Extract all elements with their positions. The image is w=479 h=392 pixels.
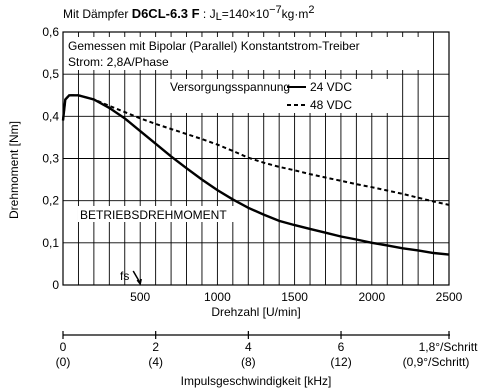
fs-arrow	[132, 270, 142, 286]
y-tick-label: 0,1	[42, 236, 59, 250]
fs-marker: fs	[120, 269, 142, 286]
y-tick-label: 0,5	[42, 67, 59, 81]
x-tick-label: 2000	[358, 290, 385, 304]
secondary-tick-label: 6	[338, 340, 345, 354]
region-label-background	[78, 206, 240, 222]
annotation-driver: Gemessen mit Bipolar (Parallel) Konstant…	[68, 39, 360, 53]
legend-title: Versorgungsspannung	[170, 80, 290, 94]
series-layer	[61, 94, 450, 256]
secondary-axis-end-sublabel: (0,9°/Schritt)	[403, 355, 470, 369]
y-tick-label: 0	[52, 278, 59, 292]
y-tick-label: 0,2	[42, 194, 59, 208]
secondary-tick-label: 4	[245, 340, 252, 354]
secondary-tick-sublabel: (0)	[56, 355, 71, 369]
y-tick-label: 0,3	[42, 152, 59, 166]
chart-grid	[63, 32, 449, 285]
secondary-axis-end-label: 1,8°/Schritt	[419, 340, 478, 354]
annotation-background	[66, 37, 420, 70]
annotation-operating-torque: BETRIEBSDREHMOMENT	[80, 208, 227, 222]
secondary-axis-ticks: 0(0) 2(4) 4(8) 6(12)	[56, 331, 450, 369]
secondary-axis: 0(0) 2(4) 4(8) 6(12) 1,8°/Schritt (0,9°/Sch…	[56, 331, 478, 388]
series-line-24-vdc	[61, 94, 450, 256]
legend-entry-48vdc: 48 VDC	[310, 98, 352, 112]
chart-header: Mit Dämpfer D6CL-6.3 F : JL=140×10−7kg·m…	[63, 4, 314, 23]
x-tick-label: 2500	[436, 290, 463, 304]
x-tick-label: 500	[130, 290, 150, 304]
series-line-48-vdc	[62, 94, 450, 206]
legend-background	[168, 79, 402, 113]
legend-entry-24vdc: 24 VDC	[310, 80, 352, 94]
x-tick-label: 1500	[281, 290, 308, 304]
x-axis-title: Drehzahl [U/min]	[211, 305, 300, 319]
fs-label: fs	[120, 269, 129, 283]
y-axis-title: Drehmoment [Nm]	[7, 121, 21, 219]
legend: Versorgungsspannung 24 VDC 48 VDC	[170, 80, 352, 112]
annotation-current: Strom: 2,8A/Phase	[68, 55, 169, 69]
y-tick-label: 0,4	[42, 109, 59, 123]
x-axis-ticks: 500 1000 1500 2000 2500	[130, 290, 462, 304]
y-axis-ticks: 0 0,1 0,2 0,3 0,4 0,5 0,6	[42, 25, 59, 292]
plot-frame	[62, 31, 450, 286]
x-tick-label: 1000	[204, 290, 231, 304]
secondary-tick-sublabel: (12)	[330, 355, 351, 369]
y-tick-label: 0,6	[42, 25, 59, 39]
secondary-axis-title: Impulsgeschwindigkeit [kHz]	[181, 374, 332, 388]
secondary-tick-label: 2	[152, 340, 159, 354]
secondary-tick-label: 0	[60, 340, 67, 354]
secondary-tick-sublabel: (8)	[241, 355, 256, 369]
secondary-tick-sublabel: (4)	[148, 355, 163, 369]
